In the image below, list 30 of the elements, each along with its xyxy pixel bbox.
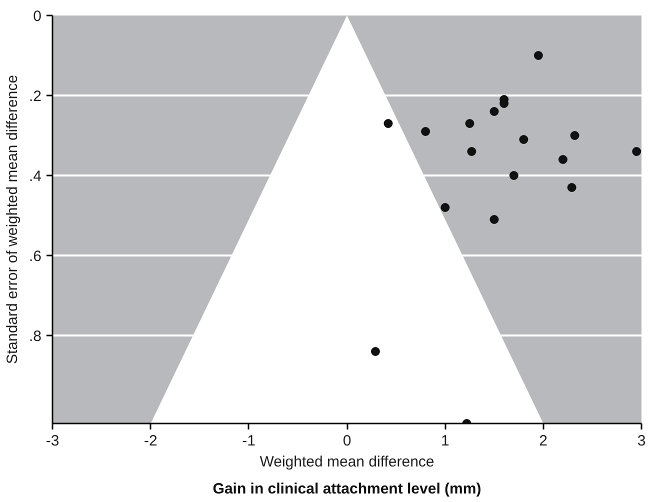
point — [490, 215, 499, 224]
point — [570, 131, 580, 140]
point — [490, 107, 499, 116]
y-tick-label: 0 — [33, 8, 42, 25]
point — [421, 127, 430, 136]
y-axis-title: Standard error of weighted mean difference — [4, 74, 21, 364]
x-tick-label: -1 — [242, 432, 256, 450]
x-axis-title: Weighted mean difference — [260, 454, 434, 470]
x-tick-label: -3 — [46, 432, 60, 450]
point — [465, 119, 474, 128]
x-tick-label: 2 — [539, 432, 548, 450]
x-tick-label: 3 — [637, 432, 646, 450]
point — [440, 203, 450, 212]
point — [558, 155, 568, 164]
point — [519, 135, 528, 144]
y-tick-label: .8 — [28, 328, 42, 345]
y-tick-label: .2 — [28, 88, 42, 105]
y-tick-label: .4 — [28, 168, 42, 185]
x-tick-label: -2 — [144, 432, 158, 450]
point — [632, 147, 642, 156]
x-tick-label: 1 — [440, 432, 450, 450]
point — [467, 147, 476, 156]
x-tick-label: 0 — [342, 432, 352, 450]
point — [509, 171, 518, 180]
point — [370, 347, 380, 356]
point — [567, 183, 576, 192]
text: Gain in clinical attachment level (mm) — [212, 480, 482, 498]
y-tick-label: .6 — [28, 248, 42, 265]
point — [534, 51, 543, 60]
point — [384, 119, 393, 128]
